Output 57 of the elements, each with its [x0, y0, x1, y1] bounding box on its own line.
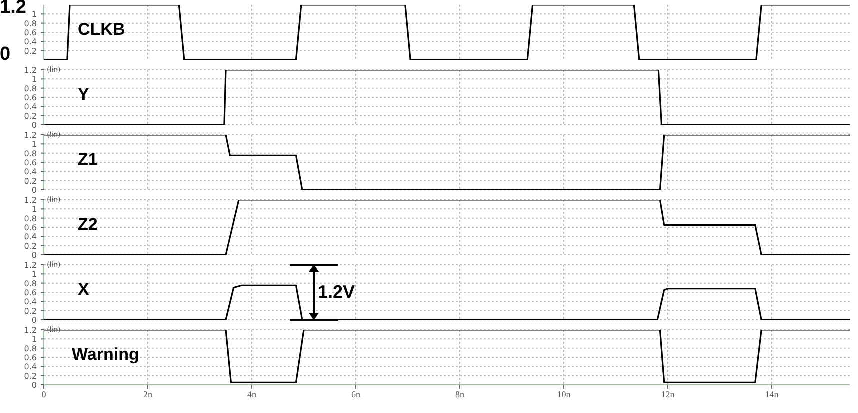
- y-tick-label: 0.4: [24, 362, 37, 372]
- y-tick-label: 0.6: [24, 158, 37, 168]
- x-tick-label: 2n: [144, 389, 153, 400]
- text: 0: [0, 44, 11, 66]
- y-tick-label: 0.2: [24, 176, 37, 186]
- y-tick-label: 0.8: [24, 344, 37, 354]
- y-tick-label: 0: [32, 251, 37, 260]
- x-tick-label: 8n: [456, 389, 465, 400]
- y-tick-label: 0.8: [24, 84, 37, 94]
- x-tick-label: 12n: [661, 389, 676, 400]
- y-tick-label: 1.2: [24, 261, 37, 270]
- y-tick-label: 0.8: [24, 214, 37, 224]
- text: Warning: [72, 345, 140, 365]
- line-series: [44, 284, 850, 320]
- y-tick-label: 0: [32, 381, 37, 390]
- y-tick-label: 0: [32, 186, 37, 195]
- y-tick-label: 0: [32, 316, 37, 325]
- y-tick-label: 0.6: [24, 354, 37, 362]
- y-tick-label: 1: [32, 270, 37, 280]
- y-tick-label: 0.4: [24, 232, 37, 242]
- annotation: 1.2V: [318, 282, 356, 302]
- y-tick-label: 0.6: [24, 28, 37, 38]
- y-tick-label: 0.2: [24, 306, 37, 316]
- x-tick-label: 0: [42, 389, 47, 400]
- y-tick-label: 1.2: [24, 131, 37, 140]
- y-tick-label: 0.6: [24, 288, 37, 298]
- y-tick-label: 1.2: [24, 66, 37, 75]
- y-tick-label: 1: [32, 205, 37, 214]
- y-tick-label: 0.8: [24, 19, 37, 28]
- y-tick-label: 1.2: [24, 326, 37, 335]
- x-tick-label: 10n: [557, 389, 572, 400]
- text: Z2: [78, 215, 98, 235]
- x-tick-label: 6n: [352, 389, 361, 400]
- y-tick-label: 0: [32, 121, 37, 130]
- y-tick-label: 1.2: [24, 196, 37, 205]
- x-tick-label: 14n: [765, 389, 780, 400]
- text: X: [78, 280, 90, 300]
- y-tick-label: 1: [32, 140, 37, 150]
- y-tick-label: 0.2: [24, 46, 37, 56]
- x-tick-label: 4n: [248, 389, 257, 400]
- y-tick-label: 0.2: [24, 372, 37, 381]
- y-tick-label: 0.2: [24, 112, 37, 121]
- y-tick-label: 0.8: [24, 279, 37, 288]
- y-tick-label: 0.6: [24, 224, 37, 232]
- y-tick-label: 0.8: [24, 149, 37, 158]
- y-tick-label: 1: [32, 10, 37, 20]
- y-tick-label: 1: [32, 335, 37, 344]
- y-tick-label: 1: [32, 75, 37, 84]
- y-tick-label: 0.4: [24, 102, 37, 112]
- text: Z1: [78, 150, 98, 170]
- text: Y: [78, 85, 90, 105]
- text: CLKB: [78, 20, 126, 40]
- y-tick-label: 0.4: [24, 298, 37, 307]
- y-tick-label: 0.4: [24, 38, 37, 47]
- y-tick-label: 0.2: [24, 242, 37, 251]
- y-tick-label: 0.6: [24, 94, 37, 102]
- y-tick-label: 0.4: [24, 168, 37, 177]
